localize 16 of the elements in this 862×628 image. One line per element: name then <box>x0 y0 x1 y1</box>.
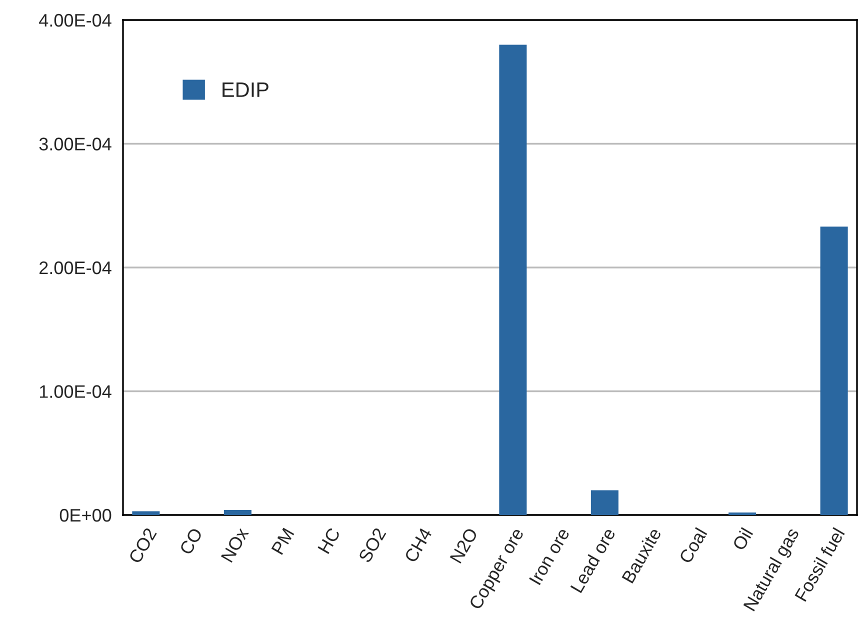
y-tick-label: 2.00E-04 <box>40 261 112 274</box>
bar <box>132 511 160 515</box>
x-tick-label: CO <box>179 527 203 556</box>
bar <box>820 226 848 515</box>
x-tick-label: PM <box>271 528 294 555</box>
bar <box>499 44 527 515</box>
x-tick-label: HC <box>318 526 341 554</box>
bar <box>224 510 252 515</box>
x-tick-label: Iron ore <box>529 527 570 586</box>
y-tick-label: 0E+00 <box>60 508 112 522</box>
legend-label: EDIP <box>222 82 268 97</box>
y-tick-label: 1.00E-04 <box>40 385 112 398</box>
y-tick-label: 3.00E-04 <box>39 138 112 150</box>
x-tick-label: Oil <box>732 527 754 552</box>
y-tick-label: 4.00E-04 <box>39 14 112 27</box>
bar <box>590 490 618 515</box>
